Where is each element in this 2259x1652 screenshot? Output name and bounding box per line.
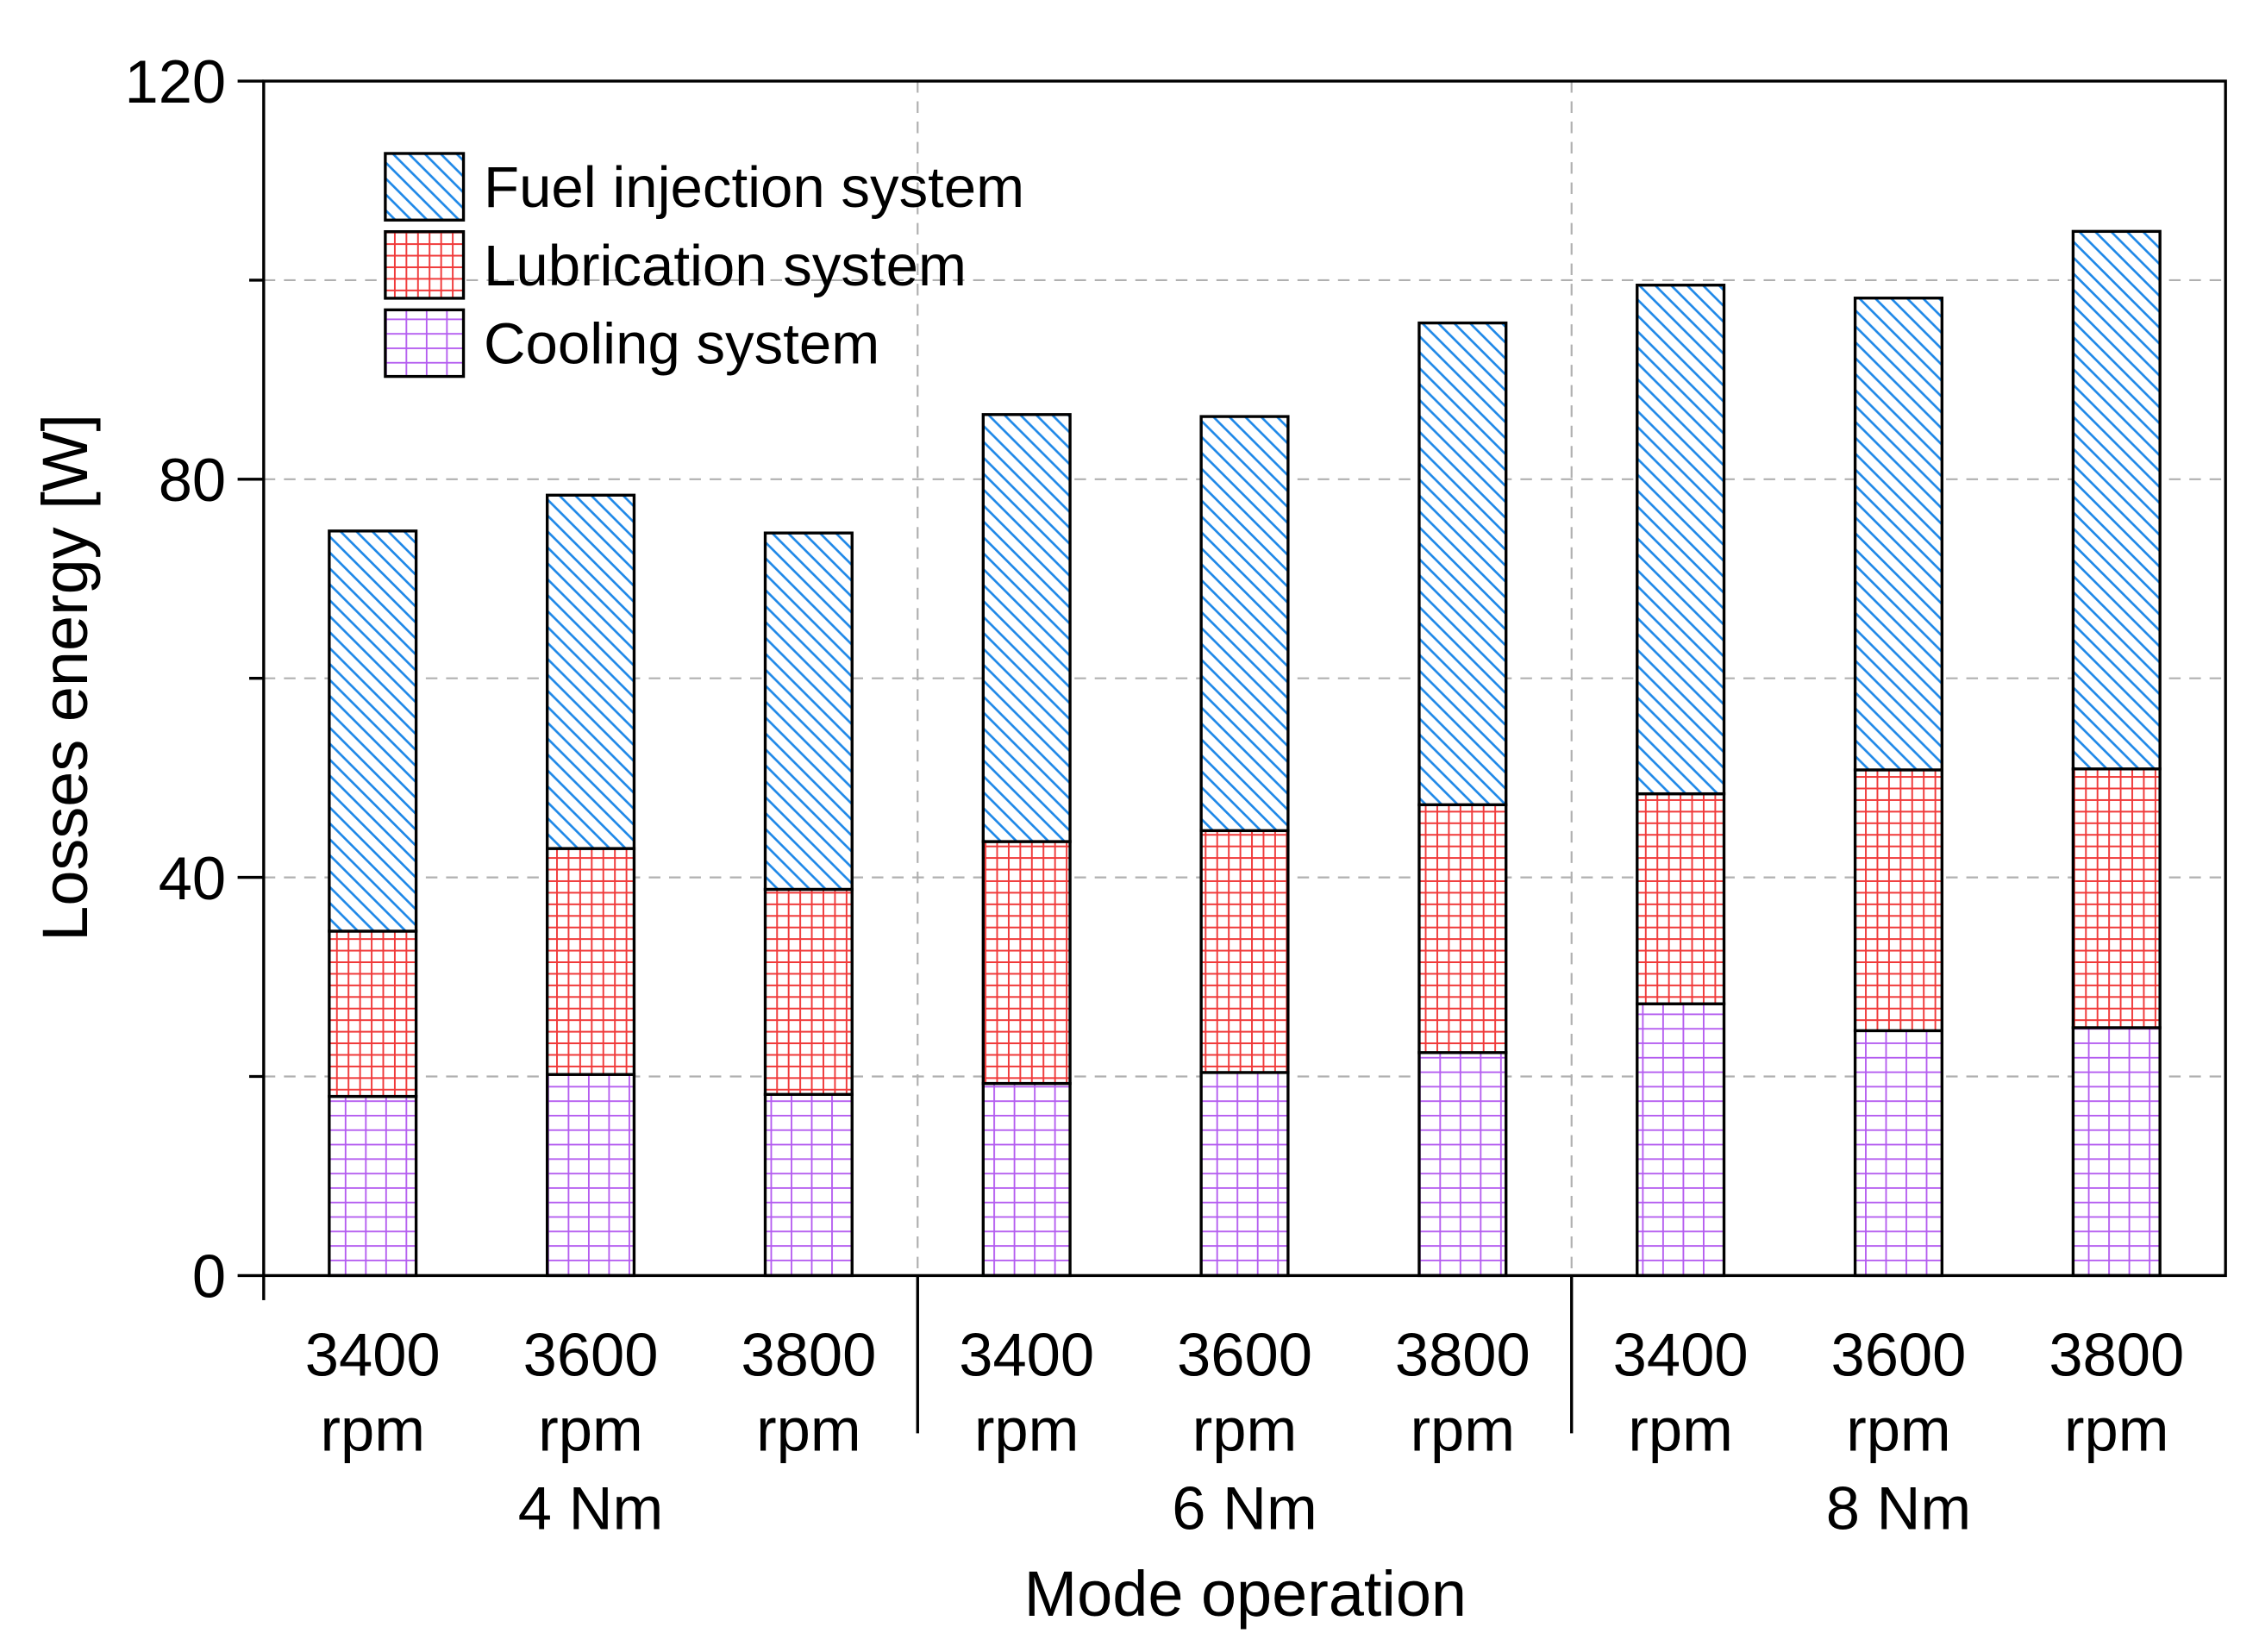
x-tick-label: 3400 (305, 1320, 441, 1388)
bar-lubrication-system (1636, 792, 1726, 1005)
x-tick-label: rpm (2064, 1396, 2168, 1464)
legend-label: Lubrication system (484, 234, 967, 298)
x-tick-label: rpm (1628, 1396, 1732, 1464)
x-tick-label: 3400 (1613, 1320, 1749, 1388)
group-label: 4 Nm (518, 1474, 663, 1542)
x-tick-label: rpm (1411, 1396, 1515, 1464)
bar-fuel-injection-system (1853, 297, 1944, 772)
y-tick-label: 40 (159, 844, 226, 912)
bar-fuel-injection-system (545, 493, 636, 850)
bar-lubrication-system (2071, 767, 2162, 1029)
bar-cooling-system (545, 1073, 636, 1278)
bar-cooling-system (981, 1081, 1072, 1278)
x-tick-label: rpm (321, 1396, 425, 1464)
legend-label: Cooling system (484, 311, 879, 376)
bar-lubrication-system (1417, 803, 1508, 1054)
y-tick-label: 120 (125, 47, 227, 116)
bar-fuel-injection-system (981, 413, 1072, 843)
bar-lubrication-system (1199, 829, 1290, 1074)
bar-lubrication-system (1853, 768, 1944, 1033)
bar-cooling-system (1853, 1029, 1944, 1278)
bar-cooling-system (1417, 1051, 1508, 1278)
bars (328, 229, 2162, 1278)
x-tick-label: 3800 (1395, 1320, 1530, 1388)
legend-swatch (384, 229, 466, 300)
bar-cooling-system (1199, 1071, 1290, 1278)
x-tick-label: rpm (1192, 1396, 1297, 1464)
bar-lubrication-system (763, 887, 854, 1096)
x-axis-label: Mode operation (1024, 1558, 1467, 1630)
bar-lubrication-system (545, 847, 636, 1076)
bar-fuel-injection-system (328, 529, 418, 933)
bar-lubrication-system (981, 840, 1072, 1086)
x-tick-label: rpm (974, 1396, 1079, 1464)
group-label: 8 Nm (1826, 1474, 1971, 1542)
legend-swatch (384, 308, 466, 379)
x-tick-label: 3600 (523, 1320, 659, 1388)
bar-cooling-system (763, 1092, 854, 1278)
bar-cooling-system (2071, 1026, 2162, 1278)
legend-item: Fuel injection system (384, 152, 1024, 222)
x-tick-label: rpm (1846, 1396, 1950, 1464)
x-tick-label: 3800 (2049, 1320, 2184, 1388)
legend-swatch (384, 152, 466, 222)
bar-lubrication-system (328, 929, 418, 1098)
y-tick-label: 80 (159, 446, 226, 514)
bar-cooling-system (1636, 1002, 1726, 1278)
bar-cooling-system (328, 1094, 418, 1278)
legend: Fuel injection system Lubrication system C… (384, 152, 1024, 379)
x-tick-label: rpm (538, 1396, 642, 1464)
group-label: 6 Nm (1172, 1474, 1317, 1542)
legend-item: Lubrication system (384, 229, 967, 300)
y-tick-label: 0 (192, 1242, 226, 1311)
legend-item: Cooling system (384, 308, 879, 379)
bar-fuel-injection-system (1199, 415, 1290, 833)
x-tick-label: 3400 (959, 1320, 1094, 1388)
legend-label: Fuel injection system (484, 155, 1024, 220)
x-tick-label: 3600 (1831, 1320, 1967, 1388)
bar-fuel-injection-system (1417, 321, 1508, 807)
x-tick-label: 3800 (741, 1320, 876, 1388)
bar-fuel-injection-system (763, 531, 854, 892)
x-tick-label: rpm (756, 1396, 860, 1464)
bar-fuel-injection-system (1636, 284, 1726, 796)
bar-fuel-injection-system (2071, 229, 2162, 771)
axes: 4 Nm 6 Nm 8 Nm 3400 rpm 3600 rpm 3800 rpm 3400 rpm… (125, 47, 2227, 1542)
y-axis-label: Losses energy [W] (29, 414, 101, 942)
x-tick-label: 3600 (1177, 1320, 1312, 1388)
